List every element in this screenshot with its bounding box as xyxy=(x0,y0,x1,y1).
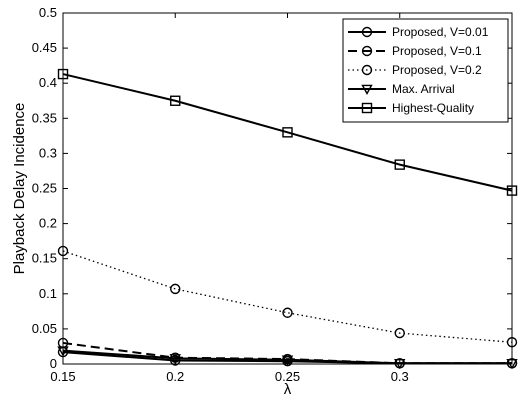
legend-marker xyxy=(361,45,373,57)
data-point xyxy=(394,159,405,170)
data-point xyxy=(506,337,518,348)
y-tick-label: 0.3 xyxy=(39,145,57,160)
legend-label: Max. Arrival xyxy=(392,82,455,96)
y-tick-label: 0 xyxy=(50,356,57,371)
data-point xyxy=(57,346,69,357)
y-tick-label: 0.05 xyxy=(32,321,57,336)
data-point xyxy=(170,95,181,106)
legend-marker xyxy=(361,64,373,76)
data-point xyxy=(281,355,294,366)
data-point xyxy=(282,127,293,138)
legend-label: Highest-Quality xyxy=(392,101,474,115)
legend-label: Proposed, V=0.2 xyxy=(392,63,482,77)
y-axis-label: Playback Delay Incidence xyxy=(11,103,28,275)
x-tick-label: 0.25 xyxy=(275,369,300,384)
data-point xyxy=(57,245,69,257)
y-tick-label: 0.1 xyxy=(39,286,57,301)
y-tick-label: 0.35 xyxy=(32,110,57,125)
data-point xyxy=(282,307,293,318)
series-2 xyxy=(57,245,518,348)
data-point xyxy=(394,327,405,339)
data-point xyxy=(169,354,181,365)
legend-label: Proposed, V=0.01 xyxy=(392,25,489,39)
legend-marker xyxy=(361,26,373,38)
legend-marker xyxy=(361,102,373,114)
legend: Proposed, V=0.01 Proposed, V=0.1 Proposed,… xyxy=(342,18,509,123)
y-tick-label: 0.45 xyxy=(32,40,57,55)
y-tick-label: 0.2 xyxy=(39,216,57,231)
x-axis-label: λ xyxy=(284,381,292,398)
data-point xyxy=(506,185,518,196)
data-point xyxy=(57,68,69,80)
y-tick-label: 0.15 xyxy=(32,251,57,266)
series-line xyxy=(62,73,513,192)
x-tick-label: 0.15 xyxy=(50,369,75,384)
data-point xyxy=(170,283,181,295)
x-tick-label: 0.3 xyxy=(391,369,409,384)
y-tick-label: 0.25 xyxy=(32,181,57,196)
legend-marker xyxy=(361,84,373,95)
axes-layer: 0 0.05 0.1 0.15 0.2 0.25 0.3 0.35 0.4 0.45 0.5 0.15… xyxy=(32,5,512,384)
x-tick-label: 0.2 xyxy=(166,369,184,384)
data-point xyxy=(170,355,181,366)
legend-label: Proposed, V=0.1 xyxy=(392,44,482,58)
y-tick-label: 0.5 xyxy=(39,5,57,20)
y-tick-label: 0.4 xyxy=(39,75,57,90)
series-4 xyxy=(57,68,518,196)
